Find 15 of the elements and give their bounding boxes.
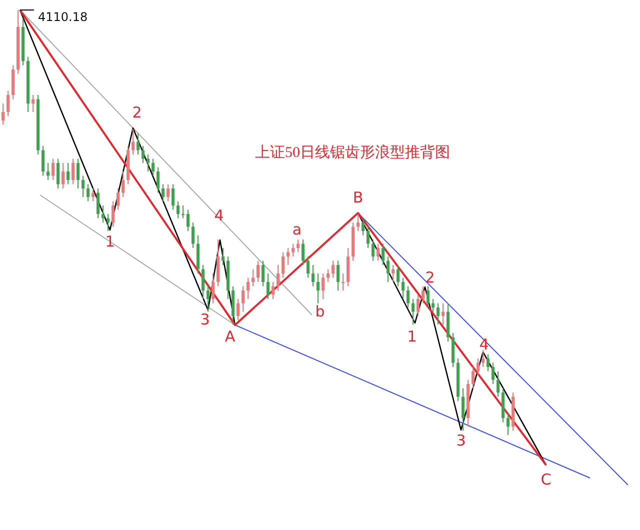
annotation: A xyxy=(224,328,236,346)
annotation: a xyxy=(292,220,302,238)
text: 上证50日线锯齿形浪型推背图 xyxy=(255,143,450,162)
annotation: 2 xyxy=(132,104,142,122)
text: C xyxy=(540,470,552,488)
annotation: 1 xyxy=(407,328,417,346)
annotation: B xyxy=(352,188,364,206)
annotation: 2 xyxy=(425,268,435,286)
annotation: 4 xyxy=(214,206,224,224)
annotation: 3 xyxy=(200,310,210,328)
annotation: b xyxy=(315,302,325,320)
annotation: 1 xyxy=(105,232,115,250)
annotation: 3 xyxy=(456,432,466,450)
annotation: 4110.18 xyxy=(38,10,88,24)
annotation: 4 xyxy=(479,336,489,354)
